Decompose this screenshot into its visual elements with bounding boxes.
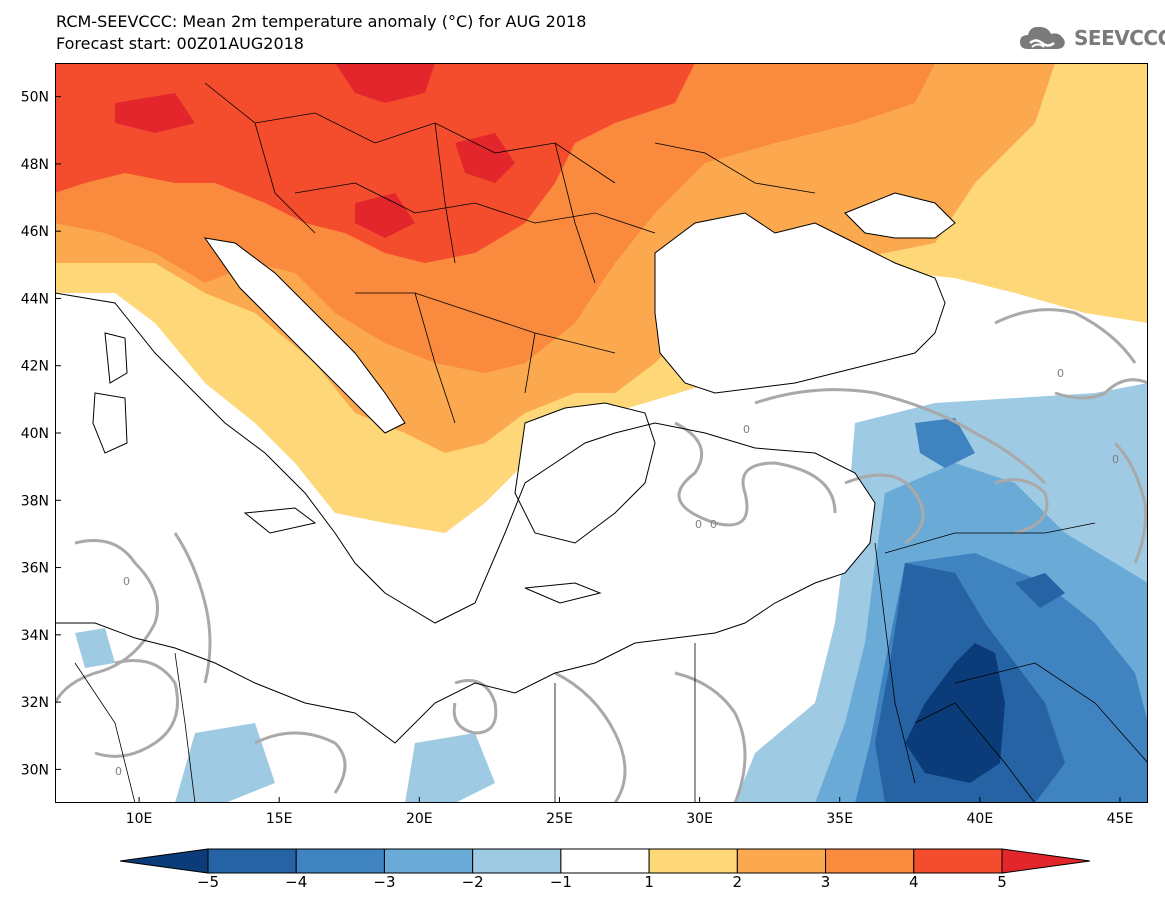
sea-of-azov <box>845 193 955 238</box>
svg-text:0: 0 <box>743 423 750 436</box>
lat-tick-label: 32N <box>21 695 49 711</box>
svg-text:0: 0 <box>115 765 122 778</box>
colorbar-min-arrow <box>120 848 209 874</box>
lat-tick-label: 48N <box>21 157 49 173</box>
lon-tick-label: 25E <box>546 811 573 827</box>
colorbar-label: 2 <box>732 873 743 891</box>
colorbar-segment <box>913 848 1003 874</box>
lon-tick-label: 35E <box>826 811 853 827</box>
latitude-axis: 50N 48N 46N 44N 42N 40N 38N 36N 34N 32N 30N <box>21 90 61 778</box>
colorbar-label: 1 <box>644 873 654 891</box>
svg-text:0: 0 <box>710 518 717 531</box>
colorbar <box>120 848 1090 874</box>
colorbar-label: 3 <box>820 873 831 891</box>
colorbar-segment <box>472 848 562 874</box>
colorbar-label: 5 <box>997 873 1007 891</box>
black-sea <box>655 213 945 393</box>
lat-tick-label: 50N <box>21 90 49 106</box>
cool-band-below-m5 <box>905 643 1005 783</box>
mediterranean-sea <box>55 293 875 743</box>
svg-text:0: 0 <box>1112 453 1119 466</box>
lon-tick-label: 30E <box>686 811 713 827</box>
colorbar-label: −5 <box>196 873 220 891</box>
colorbar-segment <box>207 848 297 874</box>
seevccc-logo: SEEVCCC <box>1018 22 1165 54</box>
colorbar-label: −3 <box>373 873 396 891</box>
svg-text:0: 0 <box>1057 367 1064 380</box>
coastlines <box>55 192 956 744</box>
lat-tick-label: 30N <box>21 762 49 778</box>
svg-text:0: 0 <box>695 518 702 531</box>
colorbar-segment <box>736 848 827 874</box>
contour-labels: 0 0 0 0 0 0 0 <box>115 367 1119 778</box>
lat-tick-label: 42N <box>21 359 49 375</box>
longitude-axis: 10E 15E 20E 25E 30E 35E 40E 45E <box>126 797 1134 827</box>
colorbar-max-arrow <box>1001 848 1090 874</box>
warm-band-4-5 <box>55 63 695 263</box>
colorbar-segment <box>648 848 738 874</box>
cloud-icon <box>1020 26 1065 49</box>
lat-tick-label: 36N <box>21 561 49 577</box>
lat-tick-label: 44N <box>21 291 49 307</box>
logo-text: SEEVCCC <box>1074 26 1165 50</box>
colorbar-segment <box>383 848 474 874</box>
colorbar-label: 4 <box>908 873 919 891</box>
forecast-start-label: Forecast start: 00Z01AUG2018 <box>56 34 304 53</box>
lat-tick-label: 46N <box>21 224 49 240</box>
lon-tick-label: 15E <box>266 811 293 827</box>
colorbar-label: −4 <box>285 873 308 891</box>
colorbar-segment <box>560 848 650 874</box>
colorbar-segment <box>825 848 915 874</box>
lat-tick-label: 38N <box>21 493 49 509</box>
lon-tick-label: 10E <box>126 811 153 827</box>
temperature-anomaly-map: 0 0 0 0 0 0 0 <box>21 63 1148 827</box>
lon-tick-label: 20E <box>406 811 433 827</box>
colorbar-label: −1 <box>549 873 572 891</box>
adriatic-sea <box>205 238 405 433</box>
country-borders <box>74 82 1148 803</box>
colorbar-label: −2 <box>461 873 484 891</box>
colorbar-segment <box>295 848 385 874</box>
lat-tick-label: 34N <box>21 628 49 644</box>
lon-tick-label: 45E <box>1107 811 1134 827</box>
map-title: RCM-SEEVCCC: Mean 2m temperature anomaly… <box>56 12 587 31</box>
svg-text:0: 0 <box>123 575 130 588</box>
lon-tick-label: 40E <box>967 811 994 827</box>
lat-tick-label: 40N <box>21 426 49 442</box>
